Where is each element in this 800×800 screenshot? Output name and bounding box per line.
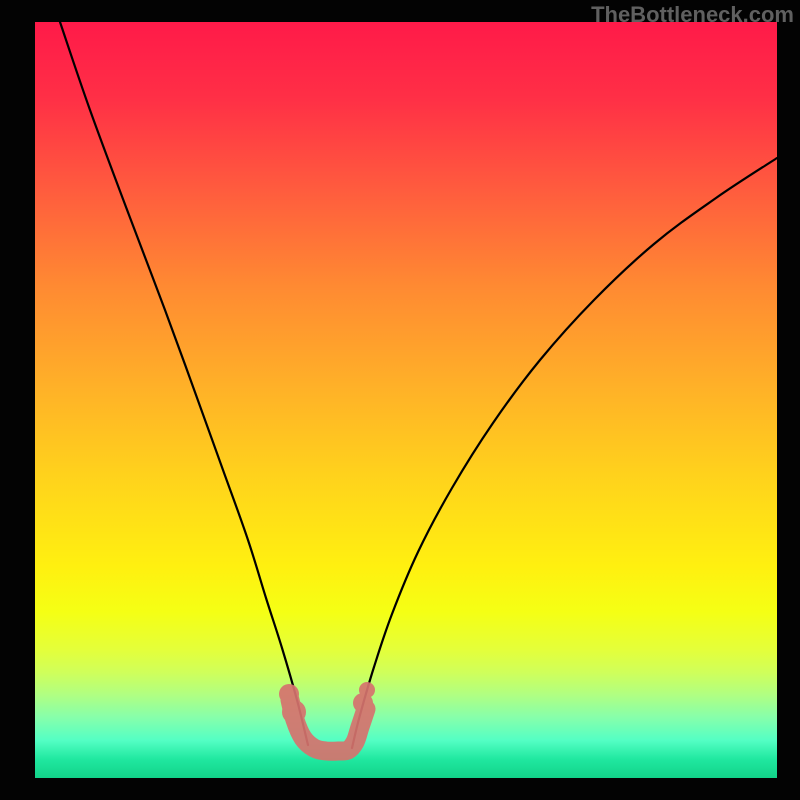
chart-svg <box>0 0 800 800</box>
gradient-plot-area <box>35 22 777 778</box>
chart-root: TheBottleneck.com <box>0 0 800 800</box>
